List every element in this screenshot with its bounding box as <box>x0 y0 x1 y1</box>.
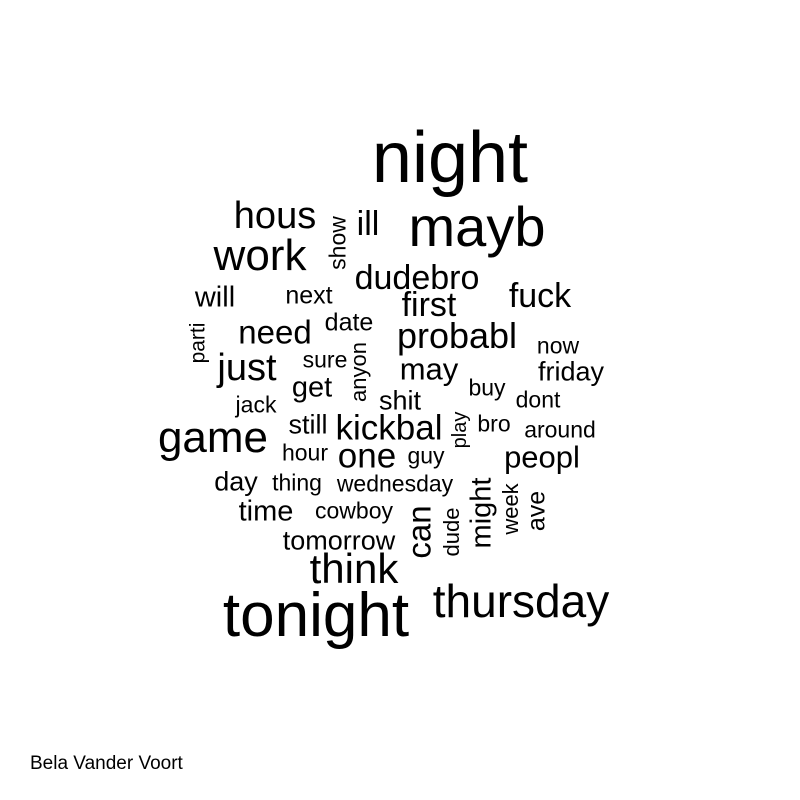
word-one: one <box>337 436 397 476</box>
word-kickbal: kickbal <box>335 408 443 448</box>
word-wednesday: wednesday <box>336 470 454 497</box>
word-sure: sure <box>302 346 348 373</box>
word-week: week <box>498 483 523 535</box>
word-may: may <box>399 351 459 387</box>
word-day: day <box>214 466 258 497</box>
word-ill: ill <box>356 205 380 243</box>
word-probabl: probabl <box>396 315 518 356</box>
word-tonight: tonight <box>222 581 410 650</box>
word-can: can <box>400 505 438 559</box>
word-dudebro: dudebro <box>354 259 480 297</box>
word-anyon: anyon <box>346 342 371 402</box>
word-dont: dont <box>515 386 561 413</box>
word-think: think <box>309 545 399 592</box>
word-date: date <box>324 308 374 337</box>
word-now: now <box>536 332 580 359</box>
word-get: get <box>291 371 333 404</box>
word-peopl: peopl <box>504 439 580 475</box>
word-show: show <box>324 216 351 270</box>
word-first: first <box>401 286 457 324</box>
word-game: game <box>157 413 269 462</box>
word-shit: shit <box>378 385 422 416</box>
word-bro: bro <box>477 410 511 437</box>
word-cowboy: cowboy <box>315 497 393 524</box>
word-time: time <box>238 495 294 528</box>
word-night: night <box>371 118 529 198</box>
word-hour: hour <box>281 439 329 466</box>
word-mayb: mayb <box>408 195 546 258</box>
word-just: just <box>217 347 277 389</box>
word-might: might <box>465 477 498 549</box>
author-credit: Bela Vander Voort <box>30 753 183 774</box>
word-parti: parti <box>186 322 210 364</box>
word-will: will <box>194 281 236 314</box>
word-fuck: fuck <box>508 277 572 315</box>
word-thursday: thursday <box>432 575 610 627</box>
word-tomorrow: tomorrow <box>282 525 396 556</box>
word-dude: dude <box>439 507 464 557</box>
word-hous: hous <box>233 195 317 237</box>
word-work: work <box>213 231 307 280</box>
word-buy: buy <box>468 374 506 401</box>
word-jack: jack <box>235 391 277 418</box>
word-thing: thing <box>272 469 322 496</box>
word-guy: guy <box>407 442 445 469</box>
word-next: next <box>285 281 333 310</box>
word-need: need <box>238 313 312 351</box>
word-ave: ave <box>522 490 551 532</box>
word-friday: friday <box>537 356 605 387</box>
word-still: still <box>288 409 328 440</box>
word-around: around <box>524 416 596 443</box>
word-play: play <box>449 411 471 449</box>
